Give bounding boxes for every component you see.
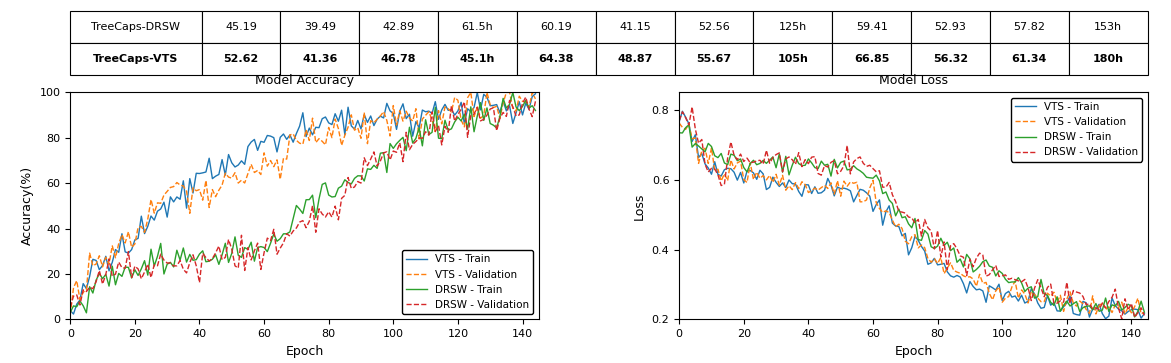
VTS - Validation <box>1108 302 1122 307</box>
VTS - Validation <box>1038 299 1052 304</box>
DRSW - Train <box>672 131 686 135</box>
DRSW - Validation <box>67 294 81 298</box>
DRSW - Validation <box>1115 317 1129 321</box>
VTS - Validation <box>1025 289 1039 294</box>
VTS - Train <box>1137 311 1151 316</box>
DRSW - Train <box>676 131 690 135</box>
VTS - Validation <box>67 286 81 290</box>
DRSW - Train <box>944 249 958 253</box>
DRSW - Train <box>698 150 712 154</box>
DRSW - Validation <box>676 110 690 114</box>
VTS - Validation <box>416 117 430 121</box>
DRSW - Train <box>67 304 81 308</box>
X-axis label: Epoch: Epoch <box>286 345 323 358</box>
DRSW - Validation <box>497 110 511 115</box>
VTS - Validation <box>85 264 100 268</box>
DRSW - Train <box>1027 296 1041 300</box>
VTS - Validation <box>331 126 345 131</box>
VTS - Train <box>431 117 445 122</box>
Legend: VTS - Train, VTS - Validation, DRSW - Train, DRSW - Validation: VTS - Train, VTS - Validation, DRSW - Tr… <box>1011 98 1143 162</box>
VTS - Validation <box>940 266 954 270</box>
DRSW - Train <box>335 184 349 188</box>
VTS - Train <box>1111 307 1125 311</box>
DRSW - Train <box>528 108 542 113</box>
VTS - Validation <box>429 130 443 134</box>
VTS - Train <box>89 258 103 262</box>
DRSW - Train <box>63 310 77 315</box>
DRSW - Validation <box>63 305 77 310</box>
DRSW - Train <box>1108 304 1122 308</box>
DRSW - Train <box>499 106 513 110</box>
VTS - Train <box>1027 292 1041 296</box>
DRSW - Train <box>682 123 696 127</box>
DRSW - Train <box>1137 310 1151 314</box>
Y-axis label: Accuracy(%): Accuracy(%) <box>21 166 34 245</box>
VTS - Train <box>679 115 693 119</box>
Y-axis label: Loss: Loss <box>634 192 646 220</box>
VTS - Train <box>672 119 686 124</box>
Title: Model Accuracy: Model Accuracy <box>255 74 354 87</box>
Title: Model Loss: Model Loss <box>879 74 947 87</box>
DRSW - Validation <box>519 95 533 99</box>
VTS - Validation <box>499 90 513 95</box>
DRSW - Validation <box>416 136 430 140</box>
VTS - Validation <box>1137 310 1151 315</box>
VTS - Train <box>335 108 349 113</box>
VTS - Validation <box>1089 312 1103 316</box>
VTS - Train <box>502 103 516 108</box>
VTS - Train <box>528 91 542 96</box>
Line: VTS - Train: VTS - Train <box>679 111 1144 319</box>
Legend: VTS - Train, VTS - Validation, DRSW - Train, DRSW - Validation: VTS - Train, VTS - Validation, DRSW - Tr… <box>402 250 534 314</box>
VTS - Validation <box>464 90 478 95</box>
DRSW - Validation <box>85 286 100 291</box>
DRSW - Validation <box>672 119 686 123</box>
VTS - Validation <box>694 149 708 153</box>
DRSW - Validation <box>1040 285 1054 290</box>
VTS - Train <box>698 162 712 166</box>
VTS - Train <box>471 90 485 95</box>
X-axis label: Epoch: Epoch <box>895 345 932 358</box>
DRSW - Validation <box>1137 313 1151 318</box>
Line: VTS - Validation: VTS - Validation <box>70 93 535 315</box>
Line: DRSW - Train: DRSW - Train <box>679 125 1144 317</box>
DRSW - Train <box>506 90 520 95</box>
DRSW - Train <box>80 311 94 315</box>
Line: DRSW - Train: DRSW - Train <box>70 93 535 313</box>
DRSW - Validation <box>528 99 542 103</box>
DRSW - Validation <box>1108 287 1122 291</box>
DRSW - Train <box>1128 315 1142 319</box>
DRSW - Train <box>89 278 103 282</box>
DRSW - Validation <box>1027 286 1041 290</box>
DRSW - Validation <box>331 218 345 222</box>
VTS - Train <box>944 274 958 278</box>
Line: DRSW - Validation: DRSW - Validation <box>679 107 1144 319</box>
VTS - Train <box>1098 317 1112 321</box>
VTS - Train <box>63 309 77 313</box>
Line: VTS - Train: VTS - Train <box>70 93 535 314</box>
VTS - Validation <box>676 125 690 130</box>
VTS - Train <box>418 110 432 114</box>
VTS - Validation <box>63 313 77 317</box>
DRSW - Validation <box>429 129 443 134</box>
VTS - Train <box>70 302 84 306</box>
DRSW - Validation <box>944 244 958 248</box>
VTS - Train <box>676 109 690 114</box>
DRSW - Train <box>418 118 432 122</box>
VTS - Train <box>67 312 81 316</box>
DRSW - Train <box>431 136 445 140</box>
VTS - Validation <box>528 97 542 101</box>
DRSW - Train <box>1040 293 1054 298</box>
VTS - Train <box>1040 293 1054 298</box>
VTS - Validation <box>672 121 686 125</box>
Line: DRSW - Validation: DRSW - Validation <box>70 97 535 307</box>
DRSW - Validation <box>685 105 699 109</box>
Line: VTS - Validation: VTS - Validation <box>679 123 1144 314</box>
DRSW - Validation <box>698 162 712 166</box>
